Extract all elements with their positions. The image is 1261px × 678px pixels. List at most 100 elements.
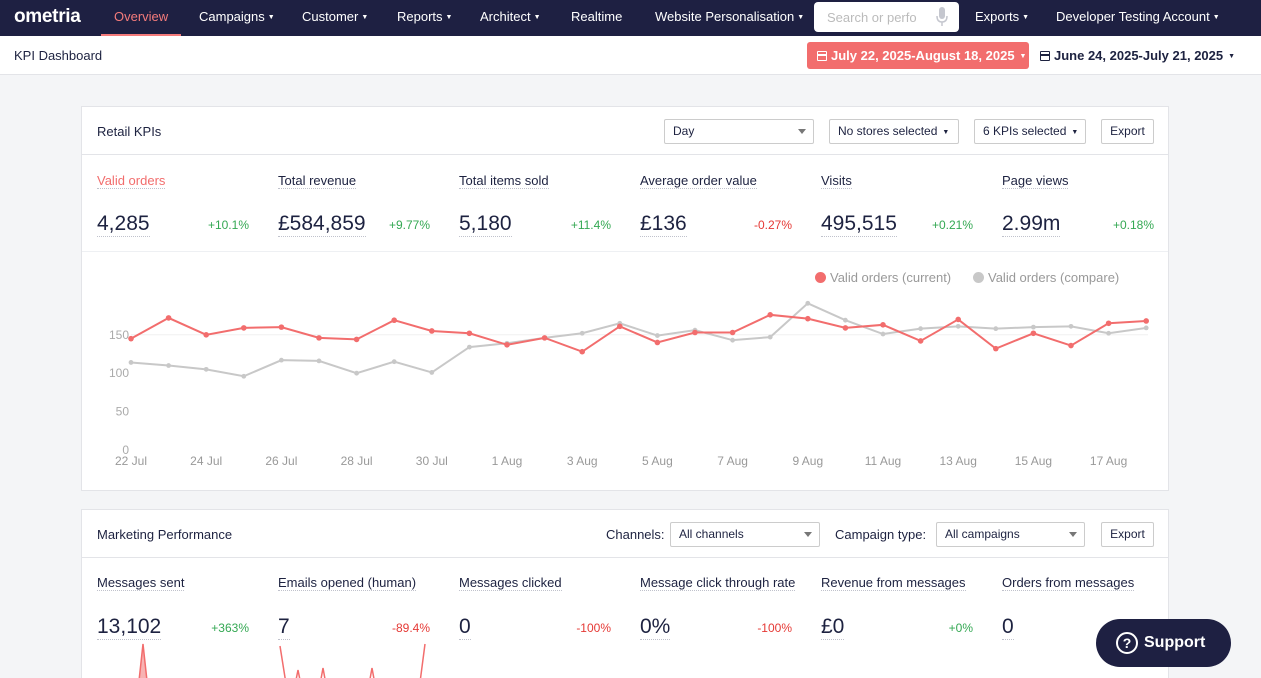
nav-item-website-personalisation[interactable]: Website Personalisation ▼ — [655, 9, 805, 24]
search-box[interactable] — [814, 2, 959, 32]
data-point-current[interactable] — [955, 316, 961, 323]
data-point-compare[interactable] — [843, 317, 848, 323]
compare-range-picker[interactable]: June 24, 2025-July 21, 2025 ▼ — [1030, 42, 1245, 69]
metric-label[interactable]: Visits — [821, 173, 852, 189]
data-point-compare[interactable] — [279, 357, 284, 363]
stores-select[interactable]: No stores selected ▼ — [829, 119, 959, 144]
nav-item-overview[interactable]: Overview — [101, 0, 182, 36]
metric-label[interactable]: Orders from messages — [1002, 575, 1135, 591]
data-point-current[interactable] — [128, 335, 134, 342]
data-point-current[interactable] — [353, 336, 360, 343]
data-point-current[interactable] — [917, 338, 924, 344]
metric-label[interactable]: Messages sent — [97, 575, 185, 591]
data-point-compare[interactable] — [805, 300, 811, 306]
x-tick-label: 15 Aug — [1015, 454, 1052, 468]
data-point-current[interactable] — [842, 325, 849, 331]
metric-change: +0% — [948, 621, 973, 635]
metric-change: +363% — [211, 621, 249, 635]
x-tick-label: 26 Jul — [265, 454, 297, 468]
data-point-compare[interactable] — [1106, 330, 1111, 336]
data-point-compare[interactable] — [203, 366, 209, 372]
data-point-compare[interactable] — [655, 333, 660, 338]
data-point-current[interactable] — [654, 339, 661, 346]
data-point-current[interactable] — [1105, 320, 1112, 327]
data-point-current[interactable] — [541, 335, 548, 341]
data-point-compare[interactable] — [579, 330, 585, 336]
support-button[interactable]: ? Support — [1096, 619, 1231, 667]
data-point-compare[interactable] — [767, 334, 773, 340]
nav-item-realtime[interactable]: Realtime — [571, 9, 623, 24]
metric-label[interactable]: Emails opened (human) — [278, 575, 417, 591]
microphone-icon[interactable] — [936, 7, 948, 27]
data-point-current[interactable] — [692, 329, 698, 336]
data-point-current[interactable] — [203, 332, 209, 338]
caret-down-icon: ▼ — [1071, 129, 1079, 136]
metric-label[interactable]: Average order value — [640, 173, 757, 189]
nav-item-campaigns[interactable]: Campaigns ▼ — [199, 9, 275, 24]
data-point-current[interactable] — [1030, 330, 1037, 337]
legend-item-current[interactable]: Valid orders (current) — [815, 270, 951, 285]
x-tick-label: 11 Aug — [865, 454, 901, 468]
nav-item-architect[interactable]: Architect ▼ — [480, 9, 541, 24]
data-point-compare[interactable] — [955, 323, 961, 329]
data-point-current[interactable] — [504, 341, 510, 348]
metric-label[interactable]: Page views — [1002, 173, 1069, 189]
metric-label[interactable]: Total items sold — [459, 173, 549, 189]
panel-header: Marketing Performance Channels: All chan… — [82, 510, 1168, 558]
nav-item-reports[interactable]: Reports ▼ — [397, 9, 453, 24]
metric-value: 0 — [1002, 615, 1014, 640]
metric-label[interactable]: Revenue from messages — [821, 575, 966, 591]
data-point-compare[interactable] — [391, 359, 397, 365]
data-point-current[interactable] — [617, 323, 623, 330]
data-point-current[interactable] — [729, 329, 736, 336]
data-point-current[interactable] — [165, 315, 172, 321]
data-point-compare[interactable] — [730, 337, 735, 343]
exports-menu[interactable]: Exports ▼ — [975, 9, 1030, 24]
data-point-compare[interactable] — [241, 373, 247, 379]
data-point-compare[interactable] — [354, 370, 359, 376]
search-input[interactable] — [814, 2, 924, 32]
kpis-select[interactable]: 6 KPIs selected ▼ — [974, 119, 1086, 144]
metric-label[interactable]: Messages clicked — [459, 575, 562, 591]
channels-select[interactable]: All channels — [670, 522, 820, 547]
data-point-current[interactable] — [316, 335, 322, 341]
data-point-compare[interactable] — [918, 326, 923, 332]
data-point-compare[interactable] — [1068, 323, 1074, 329]
data-point-current[interactable] — [429, 328, 435, 334]
data-point-compare[interactable] — [880, 331, 886, 337]
data-point-compare[interactable] — [1031, 324, 1036, 330]
account-menu[interactable]: Developer Testing Account ▼ — [1056, 9, 1220, 24]
metric-label[interactable]: Message click through rate — [640, 575, 796, 591]
data-point-current[interactable] — [1143, 318, 1149, 324]
period-select[interactable]: Day — [664, 119, 814, 144]
metric-label[interactable]: Valid orders — [97, 173, 166, 189]
data-point-current[interactable] — [880, 322, 886, 328]
data-point-compare[interactable] — [166, 363, 171, 368]
date-range-picker[interactable]: July 22, 2025-August 18, 2025 ▼ — [807, 42, 1029, 69]
metric-label[interactable]: Total revenue — [278, 173, 357, 189]
data-point-current[interactable] — [466, 330, 473, 337]
ometria-logo[interactable]: ometria — [14, 6, 81, 27]
data-point-compare[interactable] — [429, 370, 435, 375]
nav-item-customer[interactable]: Customer ▼ — [302, 9, 369, 24]
legend-dot — [973, 272, 984, 283]
export-button[interactable]: Export — [1101, 522, 1154, 547]
data-point-current[interactable] — [993, 345, 999, 352]
data-point-current[interactable] — [579, 348, 585, 355]
legend-item-compare[interactable]: Valid orders (compare) — [973, 270, 1119, 285]
data-point-current[interactable] — [805, 315, 811, 322]
export-button[interactable]: Export — [1101, 119, 1154, 144]
data-point-current[interactable] — [391, 317, 398, 324]
data-point-current[interactable] — [241, 325, 247, 331]
data-point-compare[interactable] — [128, 360, 134, 365]
data-point-compare[interactable] — [467, 344, 472, 350]
data-point-compare[interactable] — [1143, 325, 1149, 331]
data-point-current[interactable] — [1068, 342, 1074, 349]
y-tick-label: 50 — [116, 405, 130, 419]
data-point-compare[interactable] — [316, 358, 322, 364]
data-point-current[interactable] — [278, 324, 285, 330]
data-point-current[interactable] — [767, 312, 773, 318]
data-point-compare[interactable] — [993, 326, 999, 332]
campaign-type-select[interactable]: All campaigns — [936, 522, 1085, 547]
metric-card: Page views 2.99m +0.18% — [1002, 172, 1154, 237]
